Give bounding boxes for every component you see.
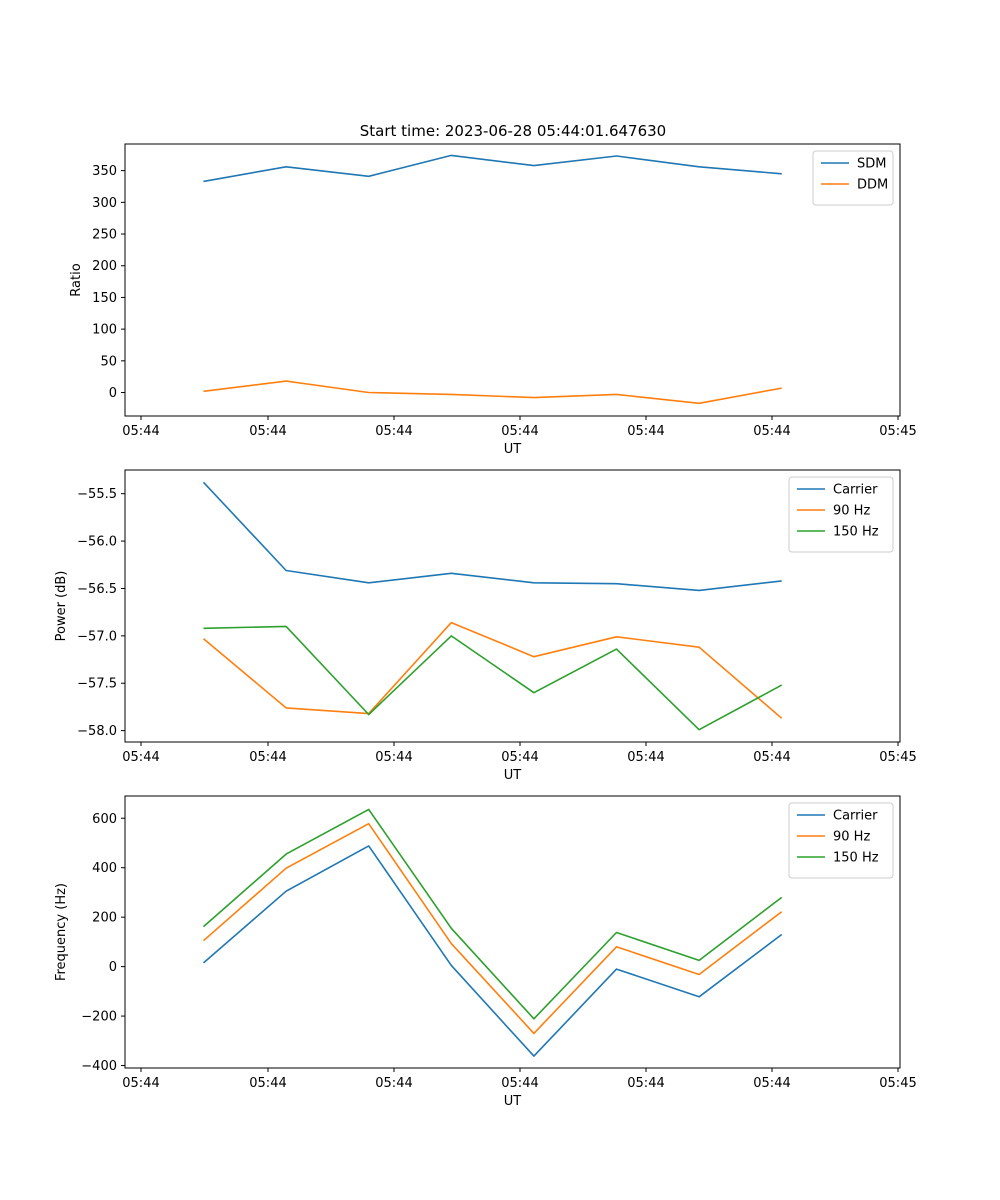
y-tick-label: 0: [109, 960, 117, 975]
y-tick-label: −55.5: [77, 487, 117, 502]
x-axis-label: UT: [504, 768, 522, 783]
y-tick-label: 350: [92, 164, 117, 179]
x-tick-label: 05:44: [501, 1076, 538, 1091]
legend: Carrier 90 Hz 150 Hz: [788, 476, 894, 553]
y-tick-label: −56.0: [77, 535, 117, 550]
x-tick-label: 05:44: [375, 750, 412, 765]
legend-label: DDM: [857, 178, 888, 193]
x-tick-label: 05:44: [249, 424, 286, 439]
y-tick-label: 200: [92, 911, 117, 926]
x-tick-label: 05:44: [753, 424, 790, 439]
chart-panel-1: 05:44 05:44 05:44 05:44 05:44 05:44 05:45 0 50 10…: [69, 143, 917, 457]
x-tick-label: 05:44: [753, 750, 790, 765]
legend: Carrier 90 Hz 150 Hz: [788, 802, 894, 879]
x-tick-label: 05:44: [627, 424, 664, 439]
x-tick-label: 05:44: [122, 1076, 159, 1091]
x-tick-label: 05:44: [627, 750, 664, 765]
y-tick-label: −200: [81, 1010, 117, 1025]
legend-label: 150 Hz: [833, 525, 879, 540]
legend-label: 90 Hz: [833, 504, 870, 519]
legend: SDM DDM: [812, 150, 894, 206]
series-line-carrier: [202, 481, 782, 592]
panels: 05:44 05:44 05:44 05:44 05:44 05:44 05:45 0 50 10…: [54, 143, 917, 1109]
y-tick-label: −57.5: [77, 677, 117, 692]
legend-box: [788, 476, 894, 553]
series-line-ddm: [203, 380, 782, 405]
y-tick-label: 150: [92, 291, 117, 306]
series-line-90-hz: [202, 621, 783, 719]
x-tick-label: 05:44: [501, 424, 538, 439]
x-tick-label: 05:44: [753, 1076, 790, 1091]
y-tick-label: −58.0: [77, 724, 117, 739]
series-line-150-hz: [203, 625, 783, 731]
y-tick-label: 600: [92, 812, 117, 827]
series-line-carrier: [202, 845, 783, 1057]
x-tick-label: 05:44: [122, 750, 159, 765]
x-tick-label: 05:44: [375, 424, 412, 439]
y-tick-label: −56.5: [77, 582, 117, 597]
x-tick-label: 05:44: [122, 424, 159, 439]
y-tick-label: 100: [92, 323, 117, 338]
legend-box: [788, 802, 894, 879]
x-tick-label: 05:44: [501, 750, 538, 765]
x-tick-label: 05:45: [879, 424, 916, 439]
series-line-90-hz: [202, 822, 783, 1035]
legend-label: Carrier: [833, 809, 878, 824]
plot-frame: [124, 469, 901, 743]
y-tick-label: −400: [81, 1059, 117, 1074]
y-tick-label: 200: [92, 259, 117, 274]
plot-frame: [124, 795, 901, 1069]
x-tick-label: 05:45: [879, 750, 916, 765]
legend-label: Carrier: [833, 483, 878, 498]
y-axis-label: Ratio: [69, 263, 84, 296]
chart-panel-3: 05:44 05:44 05:44 05:44 05:44 05:44 05:45 −400 −…: [54, 795, 917, 1109]
series-line-sdm: [203, 154, 782, 183]
y-tick-label: −57.0: [77, 629, 117, 644]
y-tick-label: 400: [92, 861, 117, 876]
y-tick-label: 250: [92, 228, 117, 243]
legend-label: 150 Hz: [833, 851, 879, 866]
x-tick-label: 05:44: [249, 750, 286, 765]
x-tick-label: 05:45: [879, 1076, 916, 1091]
y-tick-label: 50: [100, 354, 117, 369]
chart-panel-2: 05:44 05:44 05:44 05:44 05:44 05:44 05:45 −58.0…: [54, 469, 917, 783]
y-tick-label: 300: [92, 196, 117, 211]
y-tick-label: 0: [109, 386, 117, 401]
x-tick-label: 05:44: [375, 1076, 412, 1091]
legend-label: 90 Hz: [833, 830, 870, 845]
y-axis-label: Frequency (Hz): [54, 883, 69, 981]
plot-frame: [124, 143, 901, 417]
chart-title: Start time: 2023-06-28 05:44:01.647630: [360, 122, 666, 140]
legend-box: [812, 150, 894, 206]
x-tick-label: 05:44: [249, 1076, 286, 1091]
x-tick-label: 05:44: [627, 1076, 664, 1091]
y-axis-label: Power (dB): [54, 571, 69, 642]
legend-label: SDM: [857, 157, 886, 172]
x-axis-label: UT: [504, 1094, 522, 1109]
x-axis-label: UT: [504, 442, 522, 457]
series-line-150-hz: [202, 808, 783, 1020]
